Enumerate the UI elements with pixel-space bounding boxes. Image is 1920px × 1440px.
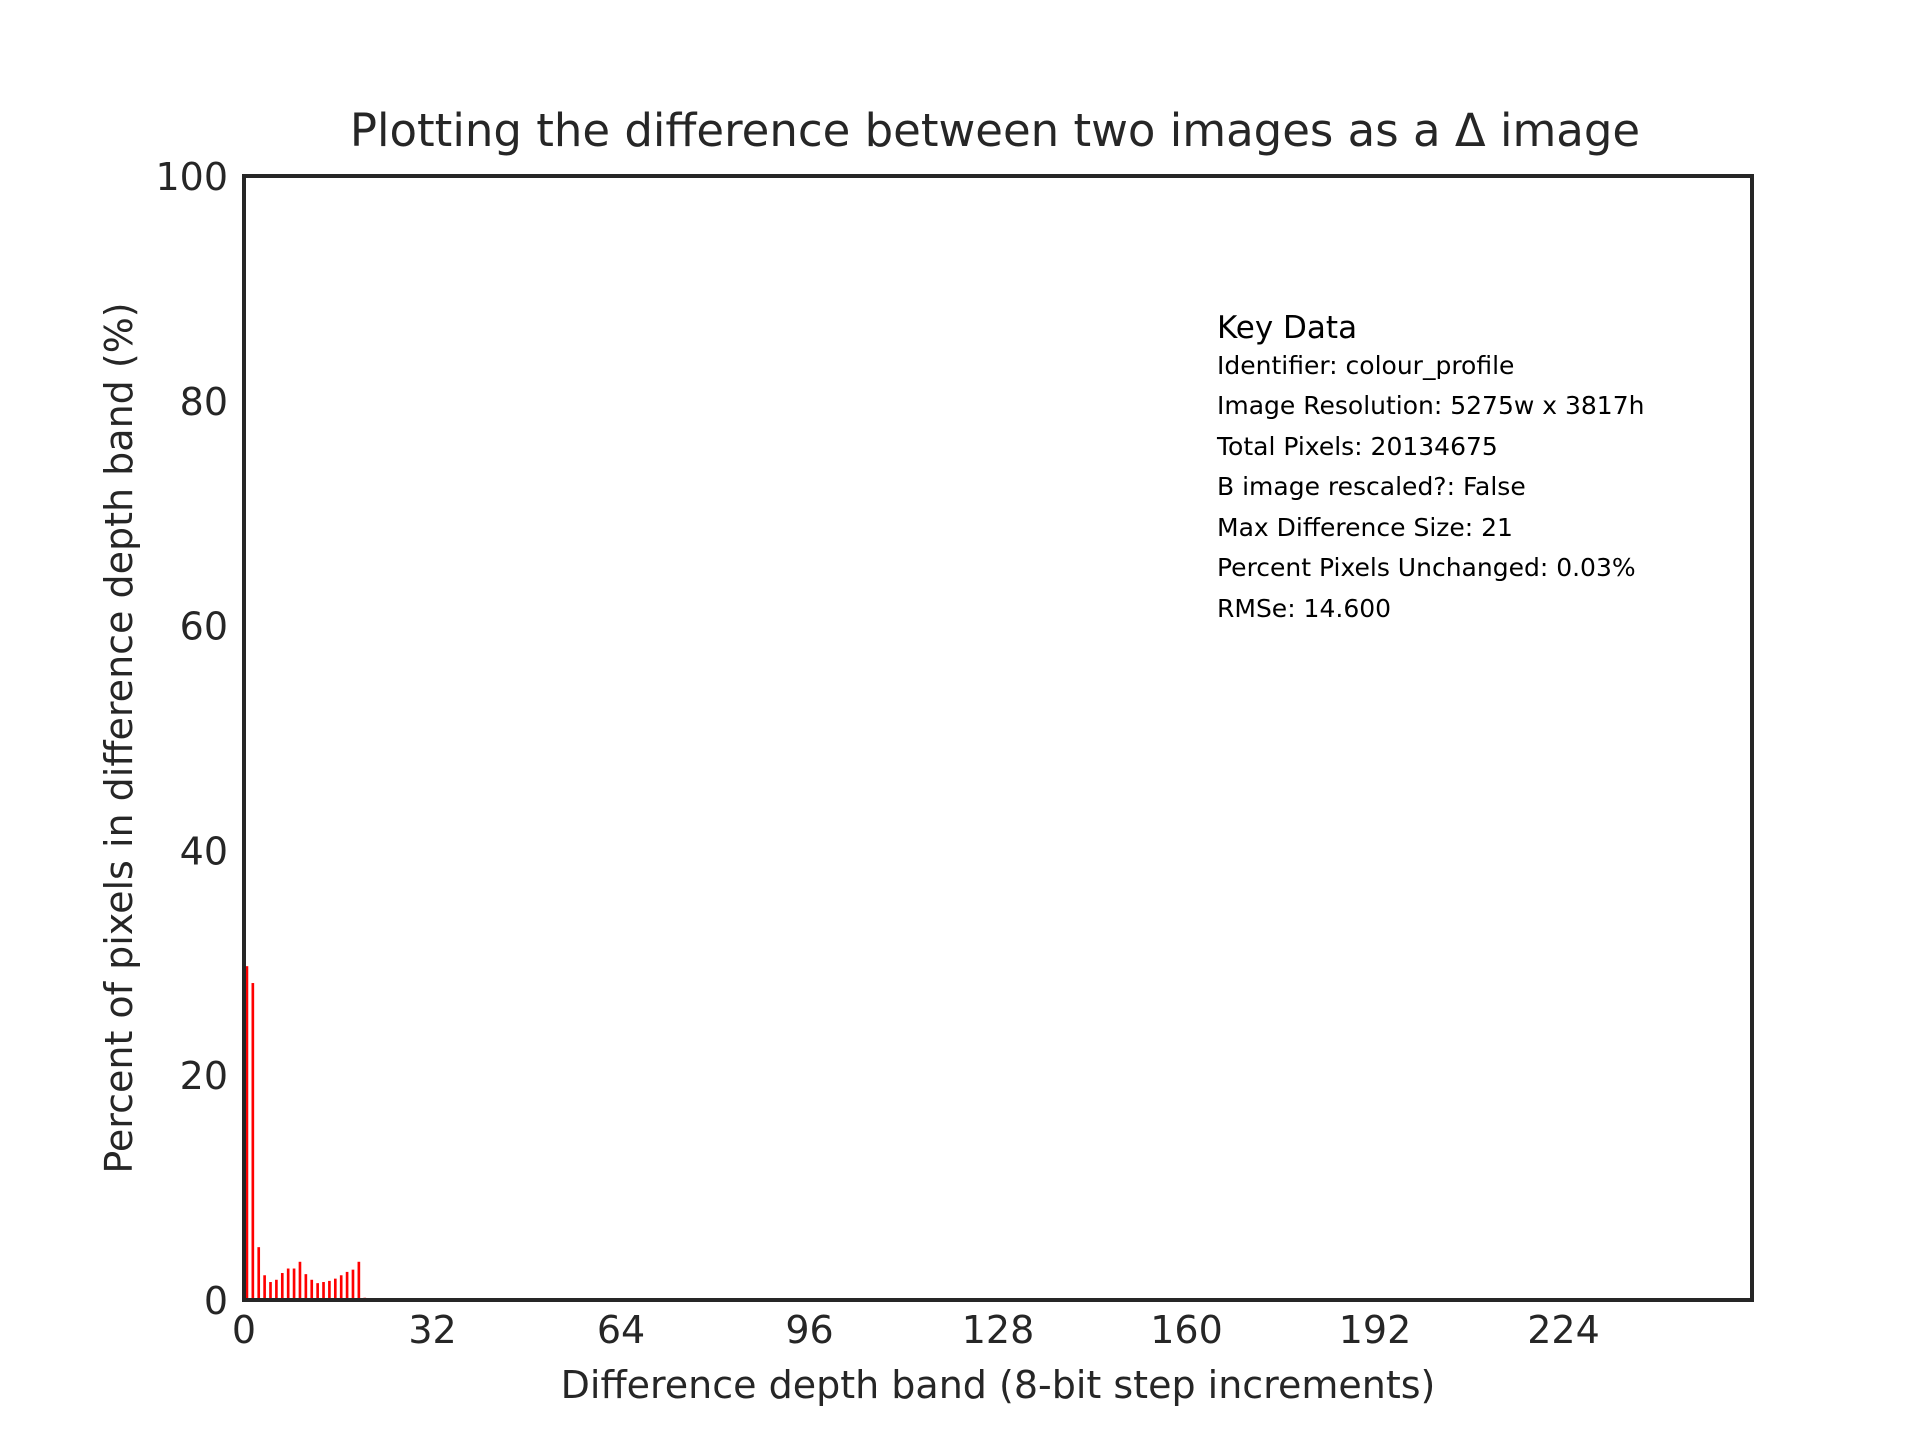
y-axis-label: Percent of pixels in difference depth ba… [97,302,141,1173]
y-axis-ticks: 0 20 40 60 80 100 [155,155,228,1323]
key-data-line: Total Pixels: 20134675 [1216,432,1498,461]
bar [286,1268,290,1300]
x-tick-label: 96 [785,1308,833,1352]
bar [269,1282,272,1300]
x-axis-ticks: 0 32 64 96 128 160 192 224 [232,1308,1600,1352]
chart-title: Plotting the difference between two imag… [350,104,1640,157]
x-tick-label: 64 [597,1308,645,1352]
x-tick-label: 32 [408,1308,456,1352]
bar [263,1275,266,1300]
bar [333,1278,337,1300]
key-data-line: Image Resolution: 5275w x 3817h [1217,391,1644,420]
bar [251,983,255,1300]
bar [351,1269,355,1300]
bar [328,1280,331,1300]
x-tick-label: 0 [232,1308,256,1352]
bar [280,1273,284,1300]
x-tick-label: 192 [1339,1308,1412,1352]
y-tick-label: 60 [180,605,228,649]
plot-frame [242,174,1754,1302]
key-data-annotation: Key Data Identifier: colour_profile Imag… [1216,310,1644,623]
bar [275,1279,278,1300]
y-tick-label: 40 [180,829,228,873]
x-tick-label: 128 [962,1308,1035,1352]
bar [339,1275,343,1300]
key-data-line: Max Difference Size: 21 [1217,513,1513,542]
bar [316,1283,319,1300]
key-data-line: B image rescaled?: False [1217,472,1526,501]
bar [304,1274,308,1300]
y-tick-label: 100 [155,155,228,199]
bar [245,966,249,1300]
bar [322,1282,325,1300]
bar [310,1279,314,1300]
key-data-line: Identifier: colour_profile [1217,351,1514,380]
key-data-line: Percent Pixels Unchanged: 0.03% [1217,553,1636,582]
x-tick-label: 224 [1527,1308,1600,1352]
y-tick-label: 20 [180,1054,228,1098]
bar [357,1261,361,1300]
key-data-heading: Key Data [1217,310,1357,346]
y-tick-label: 80 [180,380,228,424]
bar [298,1261,302,1300]
x-axis-label: Difference depth band (8-bit step increm… [561,1363,1436,1407]
bars [245,966,372,1300]
x-tick-label: 160 [1150,1308,1223,1352]
y-tick-label: 0 [204,1279,228,1323]
key-data-line: RMSe: 14.600 [1217,594,1391,623]
bar [257,1247,261,1300]
bar [292,1268,296,1300]
bar [345,1271,349,1300]
